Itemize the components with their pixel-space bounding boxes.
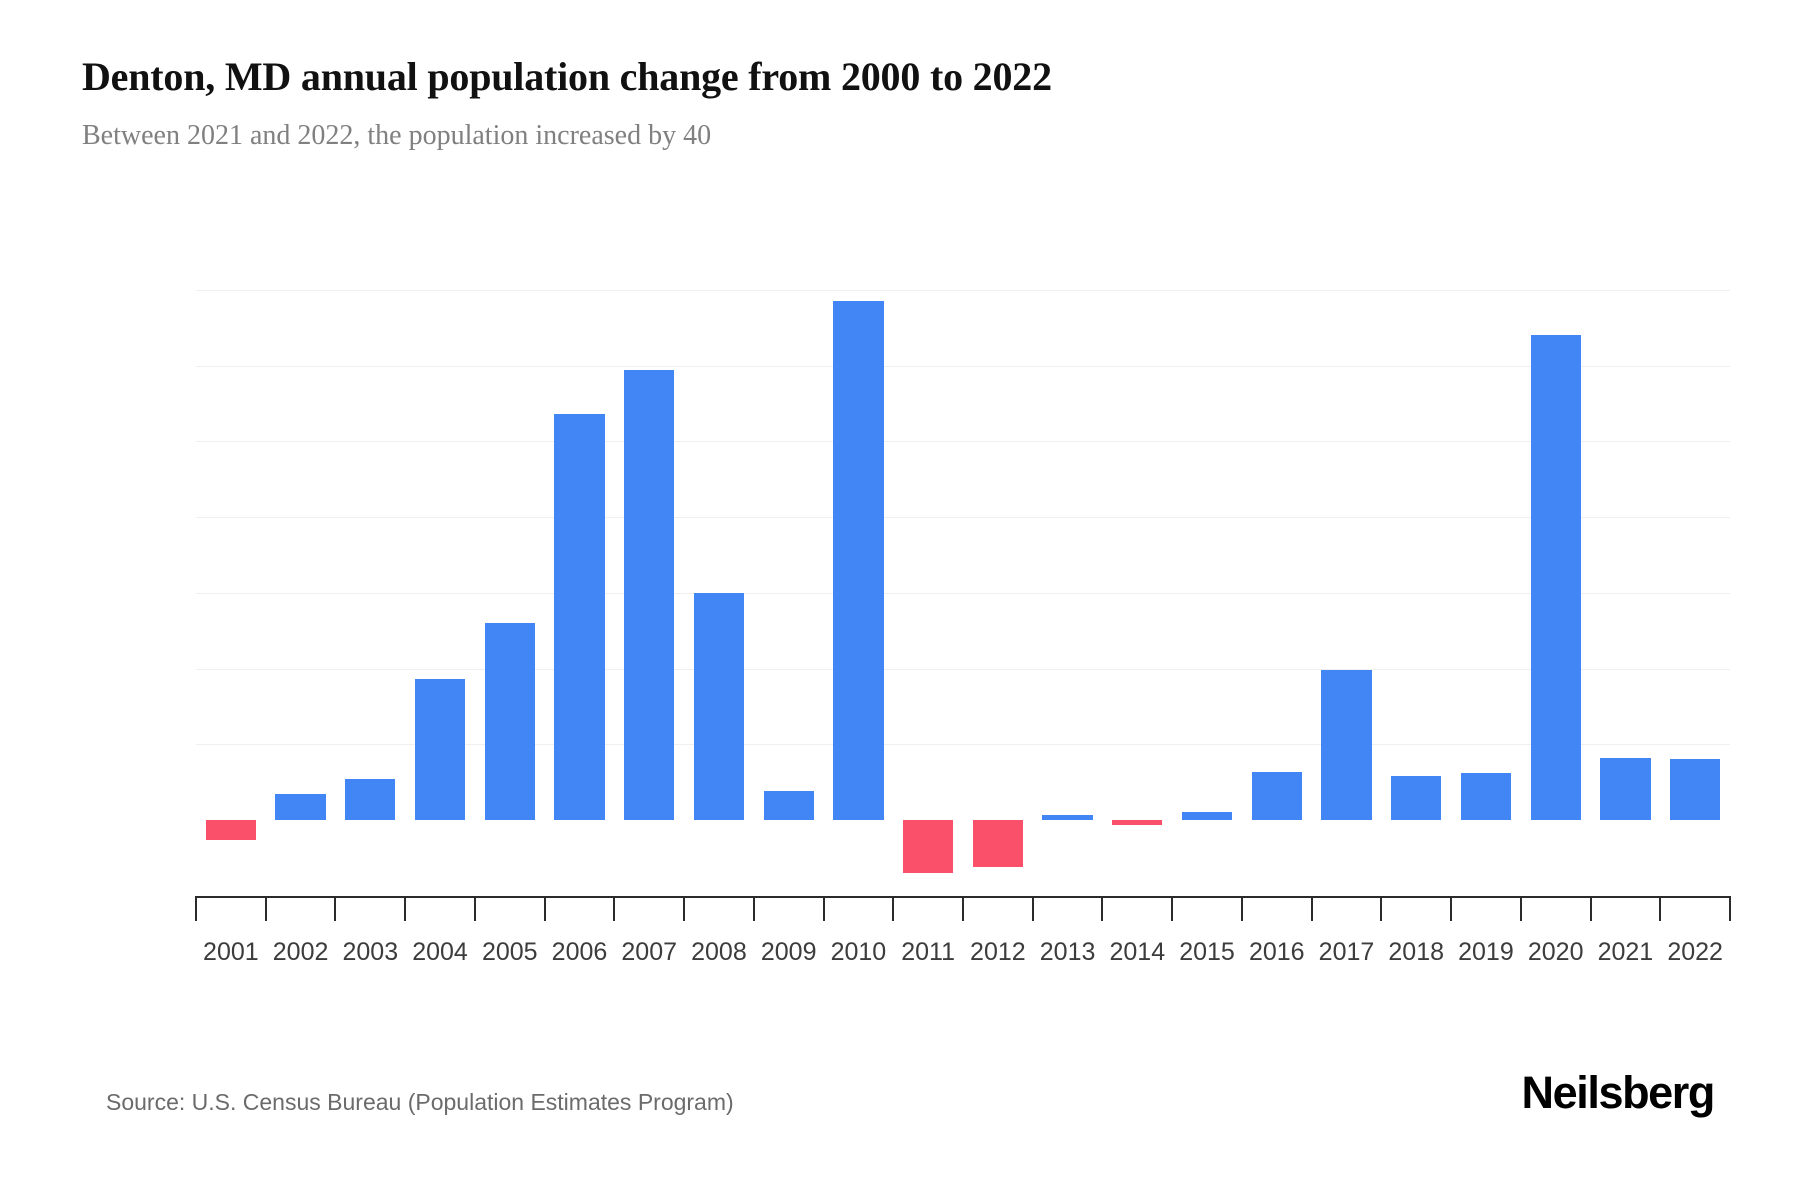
bar-2016[interactable] <box>1251 771 1302 820</box>
x-axis-tick <box>1171 896 1174 921</box>
bar-2013[interactable] <box>1042 815 1093 820</box>
x-axis-tick <box>752 896 755 921</box>
gridline-300 <box>196 365 1730 367</box>
bar-2002[interactable] <box>275 794 326 820</box>
x-axis-label-2009: 2009 <box>760 938 817 966</box>
gridline-200 <box>196 517 1730 519</box>
x-axis-tick <box>1729 896 1731 921</box>
x-axis-tick <box>1101 896 1104 921</box>
x-axis-tick <box>1659 896 1662 921</box>
gridline-100 <box>196 668 1730 670</box>
bar-2017[interactable] <box>1321 670 1372 820</box>
x-axis-label-2020: 2020 <box>1527 938 1584 966</box>
x-axis-tick <box>892 896 895 921</box>
gridline-350 <box>196 290 1730 291</box>
x-axis-label-2015: 2015 <box>1179 938 1235 966</box>
bar-2018[interactable] <box>1391 776 1442 820</box>
x-axis-tick <box>473 896 476 921</box>
x-axis-label-2002: 2002 <box>272 938 329 966</box>
x-axis-label-2013: 2013 <box>1039 938 1096 966</box>
x-axis-label-2001: 2001 <box>203 938 259 966</box>
x-axis-tick <box>1240 896 1243 921</box>
source-note: Source: U.S. Census Bureau (Population E… <box>106 1089 734 1115</box>
x-axis-tick <box>962 896 964 921</box>
bar-2008[interactable] <box>693 592 745 820</box>
gridline-50 <box>196 744 1730 746</box>
chart-title: Denton, MD annual population change from… <box>82 54 1052 99</box>
x-axis-tick <box>264 896 267 921</box>
gridline-250 <box>196 441 1730 443</box>
x-axis-label-2010: 2010 <box>830 938 887 966</box>
gridline-0 <box>196 820 1730 821</box>
bar-2003[interactable] <box>345 779 396 820</box>
bar-2004[interactable] <box>414 679 466 820</box>
x-axis-label-2004: 2004 <box>412 938 468 966</box>
bar-2019[interactable] <box>1460 773 1512 820</box>
bar-2022[interactable] <box>1670 759 1721 820</box>
bar-2011[interactable] <box>903 820 954 873</box>
x-axis-tick <box>1450 896 1453 921</box>
x-axis-tick <box>683 896 686 921</box>
bar-2005[interactable] <box>484 623 535 820</box>
bar-2010[interactable] <box>833 300 884 820</box>
bar-2007[interactable] <box>624 370 675 820</box>
x-axis-label-2012: 2012 <box>970 938 1026 966</box>
x-axis-tick <box>1310 896 1313 921</box>
x-axis-label-2007: 2007 <box>621 938 678 966</box>
bar-2015[interactable] <box>1181 812 1233 820</box>
x-axis-tick <box>613 896 616 921</box>
x-axis-label-2003: 2003 <box>342 938 399 966</box>
x-axis-label-2011: 2011 <box>901 938 955 966</box>
x-axis-tick <box>1031 896 1034 921</box>
x-axis-label-2017: 2017 <box>1318 938 1375 966</box>
bar-2014[interactable] <box>1112 820 1163 825</box>
x-axis-tick <box>822 896 825 921</box>
x-axis-label-2018: 2018 <box>1388 938 1445 966</box>
brand-logo: Neilsberg <box>1521 1067 1716 1118</box>
bar-2006[interactable] <box>554 414 605 820</box>
x-axis-label-2019: 2019 <box>1458 938 1514 966</box>
x-axis-label-2021: 2021 <box>1597 938 1654 966</box>
x-axis-tick <box>1519 896 1522 921</box>
x-axis-label-2005: 2005 <box>481 938 538 966</box>
x-axis-label-2022: 2022 <box>1667 938 1723 966</box>
chart-header: Denton, MD annual population change from… <box>82 52 1722 154</box>
x-axis-tick <box>334 896 337 921</box>
bar-2012[interactable] <box>972 820 1023 867</box>
x-axis-tick <box>404 896 407 921</box>
bar-2001[interactable] <box>205 820 256 840</box>
bar-2009[interactable] <box>763 791 814 820</box>
x-axis-tick <box>1589 896 1592 921</box>
x-axis-tick <box>543 896 546 921</box>
gridline-150 <box>196 592 1730 594</box>
x-axis-label-2016: 2016 <box>1248 938 1305 966</box>
x-axis-tick <box>1380 896 1383 921</box>
x-axis-label-2008: 2008 <box>691 938 747 966</box>
x-axis-label-2014: 2014 <box>1109 938 1166 966</box>
x-axis-label-2006: 2006 <box>551 938 608 966</box>
x-axis-tick <box>195 896 197 921</box>
bar-2021[interactable] <box>1600 757 1651 820</box>
chart-subtitle: Between 2021 and 2022, the population in… <box>82 120 712 151</box>
bar-2020[interactable] <box>1530 335 1581 820</box>
